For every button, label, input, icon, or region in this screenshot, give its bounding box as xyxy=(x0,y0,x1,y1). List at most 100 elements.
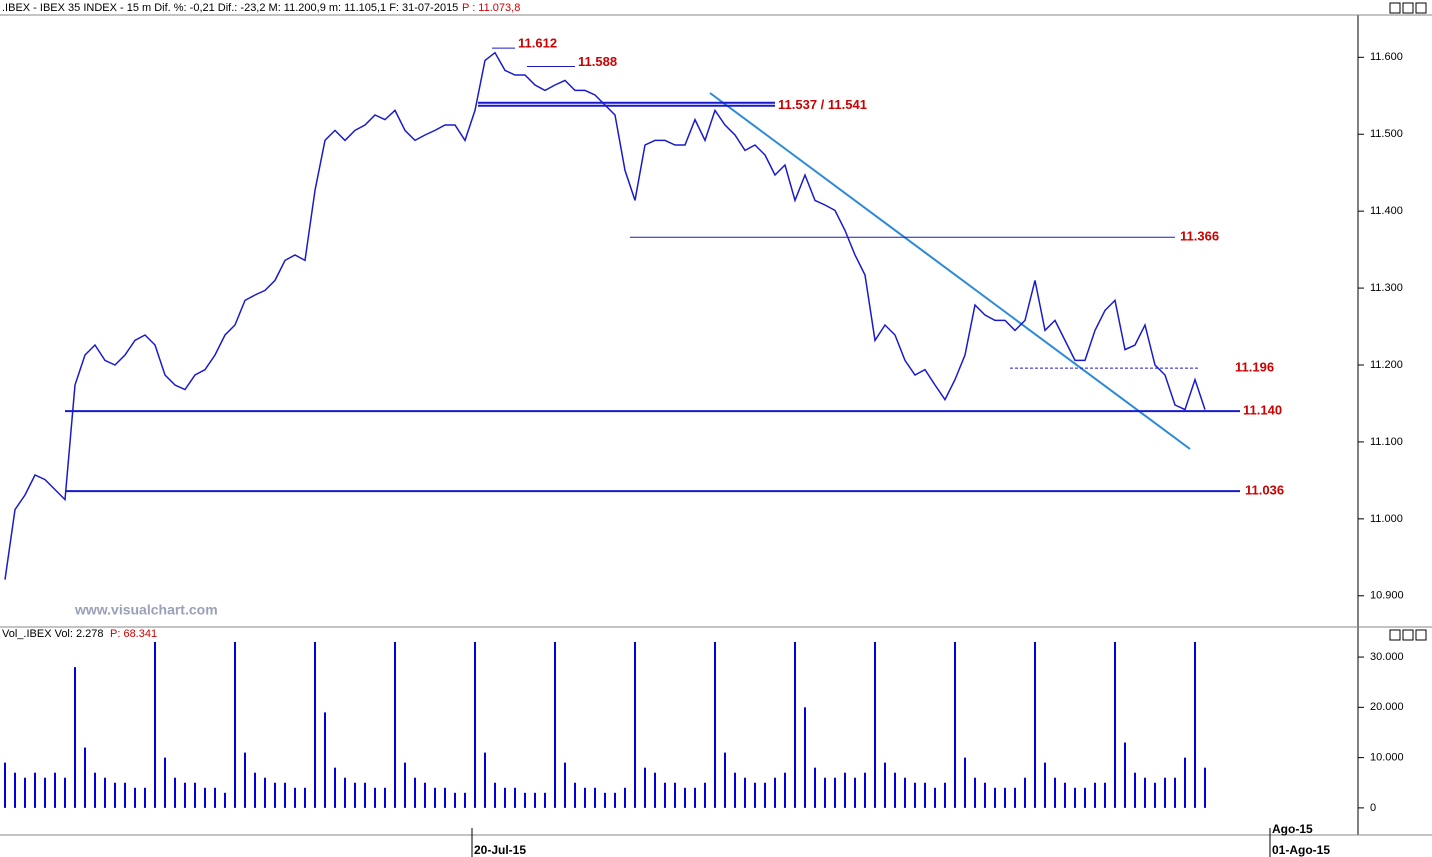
volume-bar xyxy=(1024,777,1026,808)
volume-bar xyxy=(224,792,226,808)
trend-line xyxy=(709,92,1191,450)
volume-bar xyxy=(564,762,566,808)
volume-bar xyxy=(264,777,266,808)
volume-bar xyxy=(774,777,776,808)
volume-bar xyxy=(644,767,646,808)
volume-bar xyxy=(1094,782,1096,808)
volume-bar xyxy=(84,747,86,808)
button[interactable] xyxy=(1402,2,1414,14)
volume-bar xyxy=(144,787,146,808)
y-tick-label: 10.900 xyxy=(1370,590,1404,602)
watermark: www.visualchart.com xyxy=(74,602,218,618)
volume-bar xyxy=(374,787,376,808)
volume-bar xyxy=(1134,772,1136,808)
y-tick-label: 10.000 xyxy=(1370,752,1404,764)
volume-bar xyxy=(974,777,976,808)
window-buttons[interactable] xyxy=(1389,2,1427,641)
volume-bar xyxy=(254,772,256,808)
volume-bar xyxy=(104,777,106,808)
volume-bar xyxy=(694,787,696,808)
volume-bar xyxy=(444,787,446,808)
volume-bar xyxy=(54,772,56,808)
volume-bar xyxy=(654,772,656,808)
y-tick-label: 0 xyxy=(1370,802,1376,814)
volume-bar xyxy=(344,777,346,808)
volume-bar xyxy=(1074,787,1076,808)
volume-bar xyxy=(554,641,556,808)
level-label: 11.036 xyxy=(1245,483,1284,498)
volume-bar xyxy=(494,782,496,808)
volume-bar xyxy=(304,787,306,808)
volume-bar xyxy=(44,777,46,808)
volume-bar xyxy=(844,772,846,808)
volume-bar xyxy=(124,782,126,808)
volume-bar xyxy=(614,792,616,808)
volume-bar xyxy=(764,782,766,808)
button[interactable] xyxy=(1389,629,1401,641)
volume-bar xyxy=(384,787,386,808)
volume-bar xyxy=(1194,641,1196,808)
volume-bar xyxy=(834,777,836,808)
volume-bar xyxy=(1114,641,1116,808)
volume-subtitle: P: 68.341 xyxy=(110,628,157,640)
y-tick-label: 11.100 xyxy=(1370,436,1403,448)
volume-bar xyxy=(544,792,546,808)
volume-bar xyxy=(874,641,876,808)
volume-bar xyxy=(184,782,186,808)
volume-bar xyxy=(404,762,406,808)
volume-bar xyxy=(314,641,316,808)
volume-bar xyxy=(114,782,116,808)
volume-bar xyxy=(574,782,576,808)
volume-bar xyxy=(854,777,856,808)
volume-bar xyxy=(1054,777,1056,808)
volume-bar xyxy=(364,782,366,808)
level-label: 11.366 xyxy=(1180,229,1219,244)
volume-bar xyxy=(804,707,806,808)
volume-bar xyxy=(924,782,926,808)
level-label: 11.537 / 11.541 xyxy=(778,97,867,112)
volume-bar xyxy=(984,782,986,808)
volume-bar xyxy=(24,777,26,808)
volume-bar xyxy=(94,772,96,808)
volume-bar xyxy=(1014,787,1016,808)
y-tick-label: 11.000 xyxy=(1370,513,1403,525)
volume-bar xyxy=(4,762,6,808)
volume-bar xyxy=(514,787,516,808)
volume-bar xyxy=(934,787,936,808)
date-label: 20-Jul-15 xyxy=(474,843,526,857)
button[interactable] xyxy=(1402,629,1414,641)
date-label: Ago-15 xyxy=(1272,822,1313,836)
volume-bar xyxy=(594,787,596,808)
volume-bar xyxy=(734,772,736,808)
y-tick-label: 30.000 xyxy=(1370,651,1404,663)
volume-bar xyxy=(214,787,216,808)
button[interactable] xyxy=(1415,629,1427,641)
y-tick-label: 11.400 xyxy=(1370,205,1403,217)
volume-bar xyxy=(954,641,956,808)
volume-bar xyxy=(244,752,246,808)
volume-bar xyxy=(154,641,156,808)
volume-bar xyxy=(194,782,196,808)
volume-bar xyxy=(634,641,636,808)
volume-bar xyxy=(1154,782,1156,808)
volume-bar xyxy=(714,641,716,808)
volume-bar xyxy=(744,777,746,808)
button[interactable] xyxy=(1415,2,1427,14)
y-tick-label: 11.600 xyxy=(1370,51,1403,63)
button[interactable] xyxy=(1389,2,1401,14)
volume-bar xyxy=(794,641,796,808)
volume-bar xyxy=(584,787,586,808)
volume-bar xyxy=(14,772,16,808)
volume-bar xyxy=(604,792,606,808)
volume-bar xyxy=(864,772,866,808)
volume-bar xyxy=(534,792,536,808)
volume-bar xyxy=(424,782,426,808)
volume-bar xyxy=(1084,787,1086,808)
volume-bar xyxy=(204,787,206,808)
volume-bar xyxy=(34,772,36,808)
volume-bar xyxy=(64,777,66,808)
volume-bar xyxy=(134,787,136,808)
volume-bar xyxy=(964,757,966,808)
